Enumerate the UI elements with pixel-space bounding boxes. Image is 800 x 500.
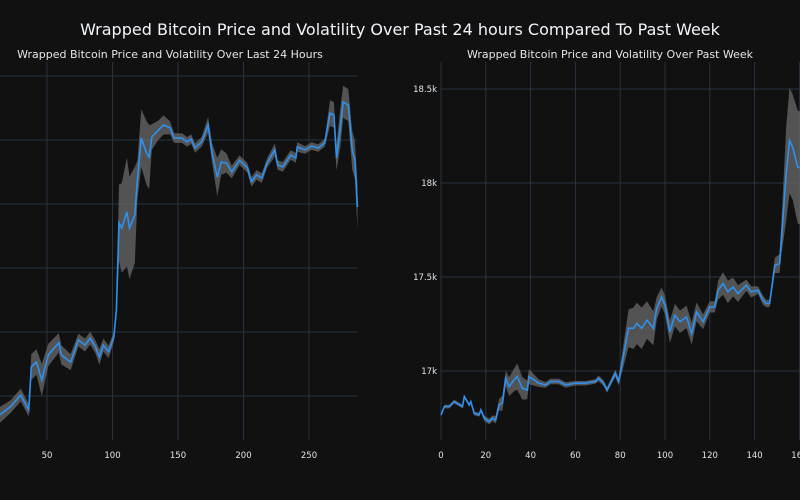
volatility-band [0, 85, 358, 423]
x-tick-label: 40 [525, 451, 536, 461]
x-tick-label: 150 [170, 451, 186, 461]
y-tick-label: 17.5k [413, 273, 437, 283]
left-chart: 50 100 150 200 250 [0, 62, 359, 461]
x-tick-label: 60 [570, 451, 581, 461]
figure-title: Wrapped Bitcoin Price and Volatility Ove… [80, 20, 720, 39]
x-tick-label: 20 [480, 451, 491, 461]
x-tick-label: 80 [615, 451, 626, 461]
y-tick-label: 17k [421, 367, 437, 377]
x-tick-label: 200 [235, 451, 251, 461]
price-line [0, 100, 359, 416]
left-chart-title: Wrapped Bitcoin Price and Volatility Ove… [17, 48, 323, 61]
y-tick-label: 18k [421, 179, 437, 189]
x-tick-label: 120 [702, 451, 718, 461]
y-tick-label: 18.5k [413, 85, 437, 95]
right-chart-title: Wrapped Bitcoin Price and Volatility Ove… [466, 48, 754, 61]
x-tick-label: 0 [438, 451, 443, 461]
x-tick-label: 140 [746, 451, 762, 461]
x-tick-label: 100 [657, 451, 673, 461]
price-line [440, 137, 800, 423]
x-tick-label: 250 [301, 451, 317, 461]
x-tick-label: 100 [104, 451, 120, 461]
right-chart: 17k 17.5k 18k 18.5k 0 20 40 60 80 100 120 140 160 [413, 62, 800, 461]
x-tick-label: 160 [791, 451, 800, 461]
x-tick-label: 50 [42, 451, 53, 461]
